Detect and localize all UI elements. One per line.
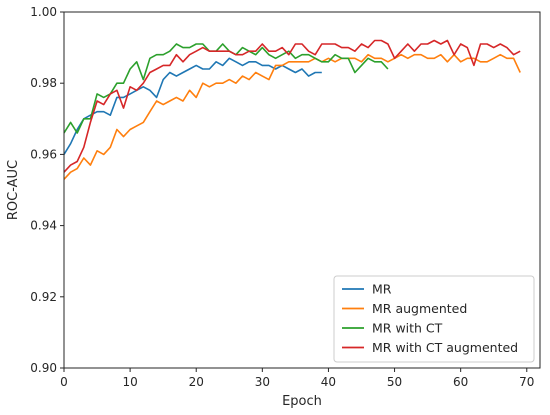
series-layer: [63, 39, 521, 180]
x-tick-label: 50: [387, 375, 402, 389]
x-tick-label: 60: [453, 375, 468, 389]
y-tick-label: 0.90: [30, 361, 57, 375]
legend-label: MR with CT: [372, 321, 443, 336]
y-tick-label: 0.96: [30, 147, 57, 161]
y-tick-label: 0.94: [30, 219, 57, 233]
y-tick-label: 0.98: [30, 76, 57, 90]
x-tick-label: 30: [255, 375, 270, 389]
x-tick-label: 40: [321, 375, 336, 389]
plot-frame: [63, 11, 541, 369]
legend-label: MR: [372, 282, 392, 297]
series-line-2: [63, 43, 389, 134]
series-line-0: [63, 57, 322, 155]
y-tick-label: 0.92: [30, 290, 57, 304]
x-axis: 0 10 20 30 40 50 60 70: [60, 368, 534, 389]
x-tick-label: 10: [122, 375, 137, 389]
plot-area: [63, 11, 541, 369]
legend: MR MR augmented MR with CT MR with CT augme…: [333, 275, 535, 363]
y-axis-label: ROC-AUC: [6, 160, 21, 220]
y-axis: 0.90 0.92 0.94 0.96 0.98 1.00: [30, 5, 64, 375]
legend-label: MR with CT augmented: [372, 340, 518, 355]
legend-box: [333, 275, 535, 363]
series-line-3: [63, 39, 521, 173]
y-tick-label: 1.00: [30, 5, 57, 19]
x-axis-label: Epoch: [282, 394, 322, 409]
x-tick-label: 70: [519, 375, 534, 389]
x-tick-label: 0: [60, 375, 68, 389]
series-line-1: [63, 53, 521, 180]
legend-label: MR augmented: [372, 301, 467, 316]
x-tick-label: 20: [189, 375, 204, 389]
